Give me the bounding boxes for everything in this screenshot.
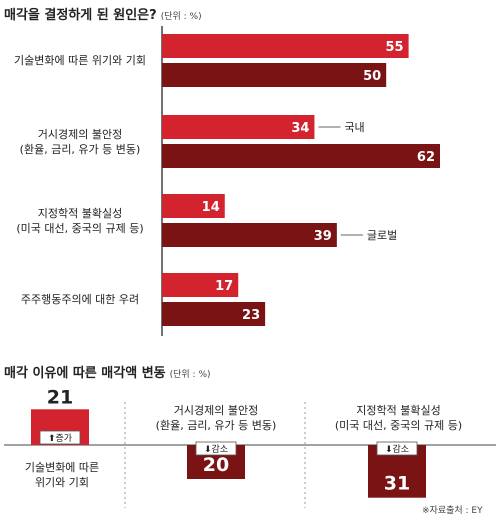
chart2-category-label-line: 지정학적 불확실성 <box>356 404 441 417</box>
data-label: 17 <box>215 279 233 294</box>
chart1-category-label-line: (환율, 금리, 유가 등 변동) <box>19 142 141 156</box>
data-label: 20 <box>203 454 229 476</box>
data-label: 50 <box>363 69 381 84</box>
chart2-title-block: 매각 이유에 따른 매각액 변동 (단위 : %) <box>4 362 211 381</box>
data-label: 62 <box>417 150 435 165</box>
chart2-category-label: 지정학적 불확실성 (미국 대선, 중국의 규제 등) <box>316 403 481 433</box>
bar-increase <box>31 409 89 445</box>
direction-tag <box>39 430 81 445</box>
bar-global <box>162 223 337 247</box>
bar-global <box>162 302 266 326</box>
chart2-category-label: 거시경제의 불안정 (환율, 금리, 유가 등 변동) <box>136 403 296 433</box>
direction-tag <box>195 441 237 456</box>
legend-domestic-label: 국내 <box>344 121 364 134</box>
chart1-category-label-line: (미국 대선, 중국의 규제 등) <box>16 221 144 235</box>
chart1-category-label: 지정학적 불확실성 (미국 대선, 중국의 규제 등) <box>0 206 160 236</box>
chart2-category-label-line: 기술변화에 따른 <box>24 461 100 474</box>
bar-domestic <box>162 273 239 297</box>
bar-domestic <box>162 115 315 139</box>
direction-tag <box>376 441 418 456</box>
chart1-title-block: 매각을 결정하게 된 원인은? (단위 : %) <box>4 4 202 23</box>
data-label: 55 <box>386 40 404 55</box>
chart2-category-label-line: (환율, 금리, 유가 등 변동) <box>155 419 277 432</box>
chart1-category-label: 기술변화에 따른 위기와 기회 <box>0 53 160 68</box>
data-label: 21 <box>47 386 73 408</box>
bar-decrease <box>368 445 426 498</box>
increase-tag-label: ⬆증가 <box>48 433 72 444</box>
chart1-category-label-line: 주주행동주의에 대한 우려 <box>20 293 140 306</box>
chart2-category-label-line: 위기와 기회 <box>34 476 90 489</box>
chart1-category-label-line: 지정학적 불확실성 <box>37 206 123 220</box>
chart1-unit: (단위 : %) <box>160 12 202 22</box>
chart1-category-label-line: 기술변화에 따른 위기와 기회 <box>14 54 146 67</box>
data-label: 14 <box>202 200 220 215</box>
data-label: 39 <box>314 229 332 244</box>
decrease-tag-label: ⬇감소 <box>204 443 228 455</box>
chart1-category-label: 거시경제의 불안정 (환율, 금리, 유가 등 변동) <box>0 127 160 157</box>
chart1-category-label-line: 거시경제의 불안정 <box>37 127 123 141</box>
legend-global-label: 글로벌 <box>367 229 397 242</box>
data-label: 31 <box>384 473 410 495</box>
source-note: ※자료출처 : EY <box>422 506 483 516</box>
bar-global <box>162 63 387 87</box>
bar-global <box>162 144 440 168</box>
chart2-category-label-line: 거시경제의 불안정 <box>173 404 259 417</box>
data-label: 34 <box>291 121 309 136</box>
chart2-category-label-line: (미국 대선, 중국의 규제 등) <box>334 419 463 432</box>
bar-domestic <box>162 194 225 218</box>
chart2-title: 매각 이유에 따른 매각액 변동 <box>4 366 166 381</box>
chart1-category-label: 주주행동주의에 대한 우려 <box>0 292 160 307</box>
decrease-tag-label: ⬇감소 <box>385 443 409 455</box>
chart1-title: 매각을 결정하게 된 원인은? <box>4 8 157 23</box>
chart2-unit: (단위 : %) <box>169 370 211 380</box>
bar-decrease <box>187 445 245 479</box>
data-label: 23 <box>242 308 260 323</box>
bar-domestic <box>162 34 409 58</box>
